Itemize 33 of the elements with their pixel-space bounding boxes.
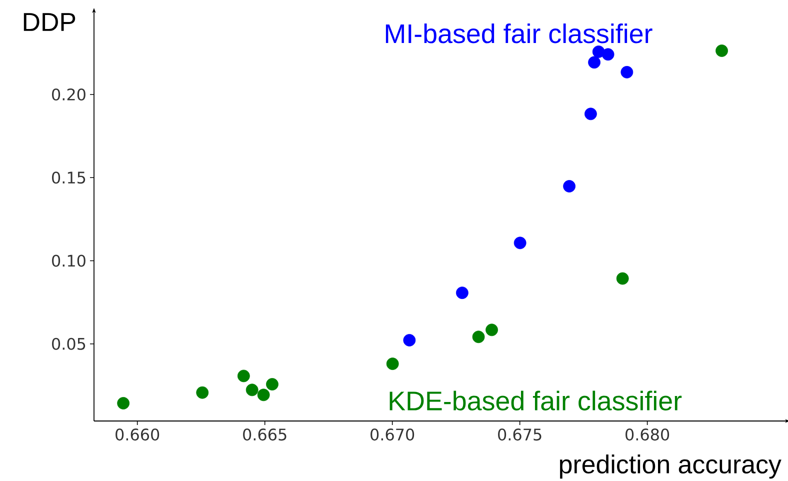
point xyxy=(716,44,728,57)
series-label: KDE-based fair classifier xyxy=(390,390,682,410)
y-tick-label: 0.10 xyxy=(52,254,86,267)
x-tick-label: 0.680 xyxy=(626,428,670,441)
y-axis-title: DDP xyxy=(24,13,76,31)
point xyxy=(563,180,576,192)
point xyxy=(616,272,629,285)
point xyxy=(592,46,605,58)
point xyxy=(588,56,600,69)
point xyxy=(266,378,278,390)
point xyxy=(486,324,498,336)
point xyxy=(456,286,468,300)
point xyxy=(246,384,258,396)
point xyxy=(403,334,416,346)
y-tick-label: 0.05 xyxy=(52,338,86,350)
point xyxy=(117,397,130,410)
x-axis-title: prediction accuracy xyxy=(560,454,782,479)
point xyxy=(237,370,250,382)
x-tick-label: 0.675 xyxy=(498,428,542,441)
point xyxy=(386,358,399,370)
x-tick-label: 0.660 xyxy=(116,428,160,441)
point xyxy=(602,48,614,61)
point xyxy=(514,236,526,250)
y-tick-label: 0.20 xyxy=(52,88,86,100)
point xyxy=(472,330,485,344)
x-tick-label: 0.670 xyxy=(370,428,414,441)
y-tick-label: 0.15 xyxy=(52,172,86,184)
point xyxy=(620,66,634,78)
point xyxy=(196,386,209,399)
series-label: MI-based fair classifier xyxy=(386,24,652,44)
point xyxy=(257,388,270,402)
x-tick-label: 0.665 xyxy=(243,428,286,441)
point xyxy=(584,108,597,120)
